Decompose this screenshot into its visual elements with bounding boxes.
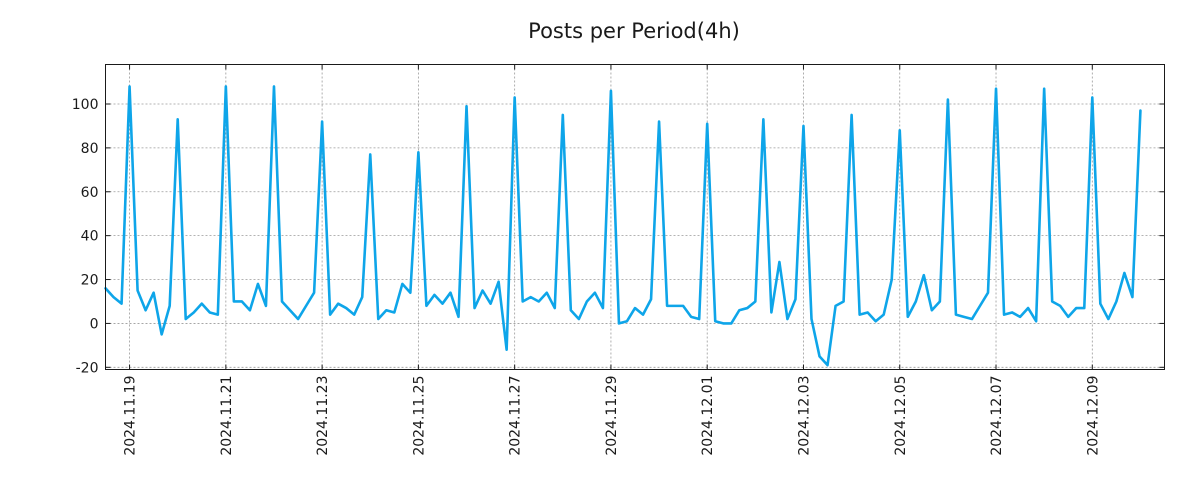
x-tick-label: 2024.11.25: [411, 376, 427, 456]
y-tick-label: 100: [72, 97, 99, 113]
x-tick-label: 2024.12.09: [1085, 376, 1101, 456]
y-tick-label: -20: [76, 360, 99, 376]
y-tick-label: 0: [90, 316, 99, 332]
chart-title: Posts per Period(4h): [528, 19, 740, 43]
series-line-posts: [104, 85, 1142, 367]
y-tick-label: 40: [81, 229, 99, 245]
plot-frame: [105, 64, 1165, 370]
y-tick-label: 60: [81, 185, 99, 201]
grid-lines: [105, 64, 1165, 370]
x-tick-label: 2024.11.23: [315, 376, 331, 456]
x-tick-label: 2024.12.05: [893, 376, 909, 456]
axes: -20 0 20 40 60 80 100 2024.11.19 2024.11.21 2024.…: [72, 64, 1165, 456]
x-tick-label: 2024.11.27: [508, 376, 524, 456]
series-layer: [104, 85, 1142, 367]
y-tick-label: 80: [81, 141, 99, 157]
x-tick-label: 2024.11.19: [123, 376, 139, 456]
y-tick-label: 20: [81, 273, 99, 289]
x-tick-label: 2024.12.03: [796, 376, 812, 456]
x-tick-label: 2024.12.07: [989, 376, 1005, 456]
x-tick-label: 2024.11.21: [219, 376, 235, 456]
x-tick-label: 2024.11.29: [604, 376, 620, 456]
x-tick-label: 2024.12.01: [700, 376, 716, 456]
